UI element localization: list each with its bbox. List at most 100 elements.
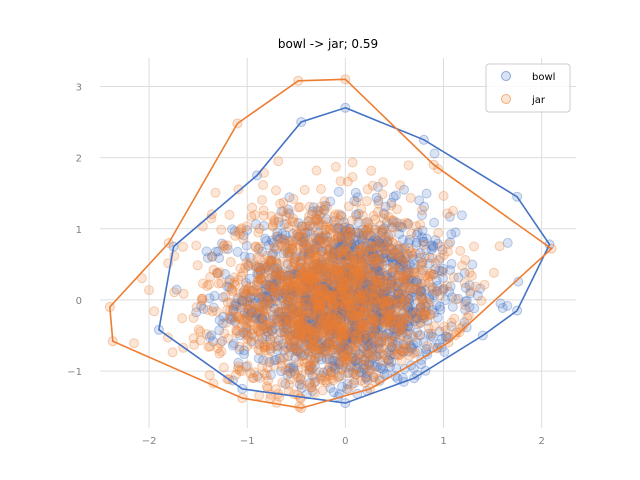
point-bowl <box>373 328 384 339</box>
point-jar <box>435 241 446 252</box>
point-jar <box>299 274 310 285</box>
point-bowl <box>385 282 396 293</box>
point-bowl <box>365 230 376 241</box>
point-bowl <box>315 310 326 321</box>
point-bowl <box>308 293 319 304</box>
point-bowl <box>382 270 393 281</box>
point-jar <box>422 297 433 308</box>
point-bowl <box>386 356 397 367</box>
point-bowl <box>265 319 276 330</box>
point-bowl <box>303 267 314 278</box>
point-bowl <box>291 286 301 297</box>
point-bowl <box>339 308 350 319</box>
point-bowl <box>370 262 380 273</box>
point-bowl <box>336 343 347 354</box>
point-jar <box>191 240 202 251</box>
point-bowl <box>375 292 386 303</box>
point-jar <box>359 320 370 330</box>
point-bowl <box>351 329 361 340</box>
point-bowl <box>235 302 246 313</box>
point-bowl <box>340 249 351 260</box>
point-bowl <box>380 286 391 297</box>
point-bowl <box>232 246 243 257</box>
point-bowl <box>366 302 377 312</box>
point-bowl <box>293 269 304 280</box>
point-jar <box>220 243 230 254</box>
point-bowl <box>337 303 348 314</box>
point-bowl <box>332 292 343 303</box>
point-bowl <box>390 190 401 201</box>
point-bowl <box>262 290 273 301</box>
point-bowl <box>238 327 249 338</box>
point-bowl <box>349 323 360 334</box>
point-bowl <box>362 284 373 295</box>
point-bowl <box>345 231 356 242</box>
point-bowl <box>272 345 283 356</box>
point-bowl <box>345 293 356 304</box>
point-jar <box>330 161 341 172</box>
point-bowl <box>368 321 379 332</box>
point-bowl <box>261 284 271 295</box>
point-bowl <box>213 246 224 257</box>
point-bowl <box>313 228 324 238</box>
point-bowl <box>312 315 323 326</box>
point-bowl <box>239 345 250 356</box>
point-bowl <box>278 312 289 323</box>
point-jar <box>296 319 307 330</box>
point-bowl <box>294 265 305 276</box>
point-bowl <box>293 346 304 357</box>
point-bowl <box>367 327 378 338</box>
point-bowl <box>262 301 273 311</box>
point-bowl <box>171 284 182 295</box>
point-bowl <box>361 285 371 296</box>
point-jar <box>347 157 358 168</box>
point-bowl <box>308 268 319 279</box>
point-bowl <box>315 312 326 323</box>
point-jar <box>309 354 320 365</box>
point-bowl <box>389 247 400 258</box>
point-bowl <box>377 238 388 249</box>
point-bowl <box>386 294 397 305</box>
point-bowl <box>327 339 338 350</box>
point-bowl <box>270 271 281 282</box>
point-bowl <box>340 273 351 284</box>
point-bowl <box>301 320 312 330</box>
point-bowl <box>328 387 339 398</box>
point-bowl <box>315 236 326 247</box>
point-bowl <box>340 262 351 273</box>
point-bowl <box>402 329 413 340</box>
point-bowl <box>394 251 405 262</box>
point-bowl <box>312 279 323 290</box>
point-bowl <box>364 359 375 370</box>
point-bowl <box>233 357 244 368</box>
point-bowl <box>222 244 233 255</box>
point-bowl <box>438 263 449 274</box>
point-bowl <box>247 286 258 296</box>
point-jar <box>350 265 361 276</box>
point-bowl <box>346 302 357 313</box>
point-bowl <box>502 237 513 248</box>
point-bowl <box>374 349 385 360</box>
point-bowl <box>333 237 344 248</box>
point-bowl <box>389 331 400 342</box>
point-bowl <box>346 315 357 326</box>
point-bowl <box>325 196 336 207</box>
point-bowl <box>261 323 272 334</box>
point-bowl <box>307 294 318 305</box>
point-bowl <box>307 363 318 374</box>
point-bowl <box>338 250 349 261</box>
point-bowl <box>312 235 323 246</box>
point-bowl <box>303 270 314 281</box>
point-jar <box>422 340 433 351</box>
point-bowl <box>322 321 333 332</box>
point-bowl <box>376 313 387 324</box>
point-bowl <box>394 259 405 270</box>
point-jar <box>320 375 331 386</box>
point-bowl <box>366 332 377 343</box>
point-bowl <box>327 253 337 264</box>
point-bowl <box>392 289 403 300</box>
point-jar <box>336 370 347 381</box>
point-bowl <box>350 232 361 242</box>
point-jar <box>352 306 363 317</box>
point-bowl <box>369 298 380 309</box>
